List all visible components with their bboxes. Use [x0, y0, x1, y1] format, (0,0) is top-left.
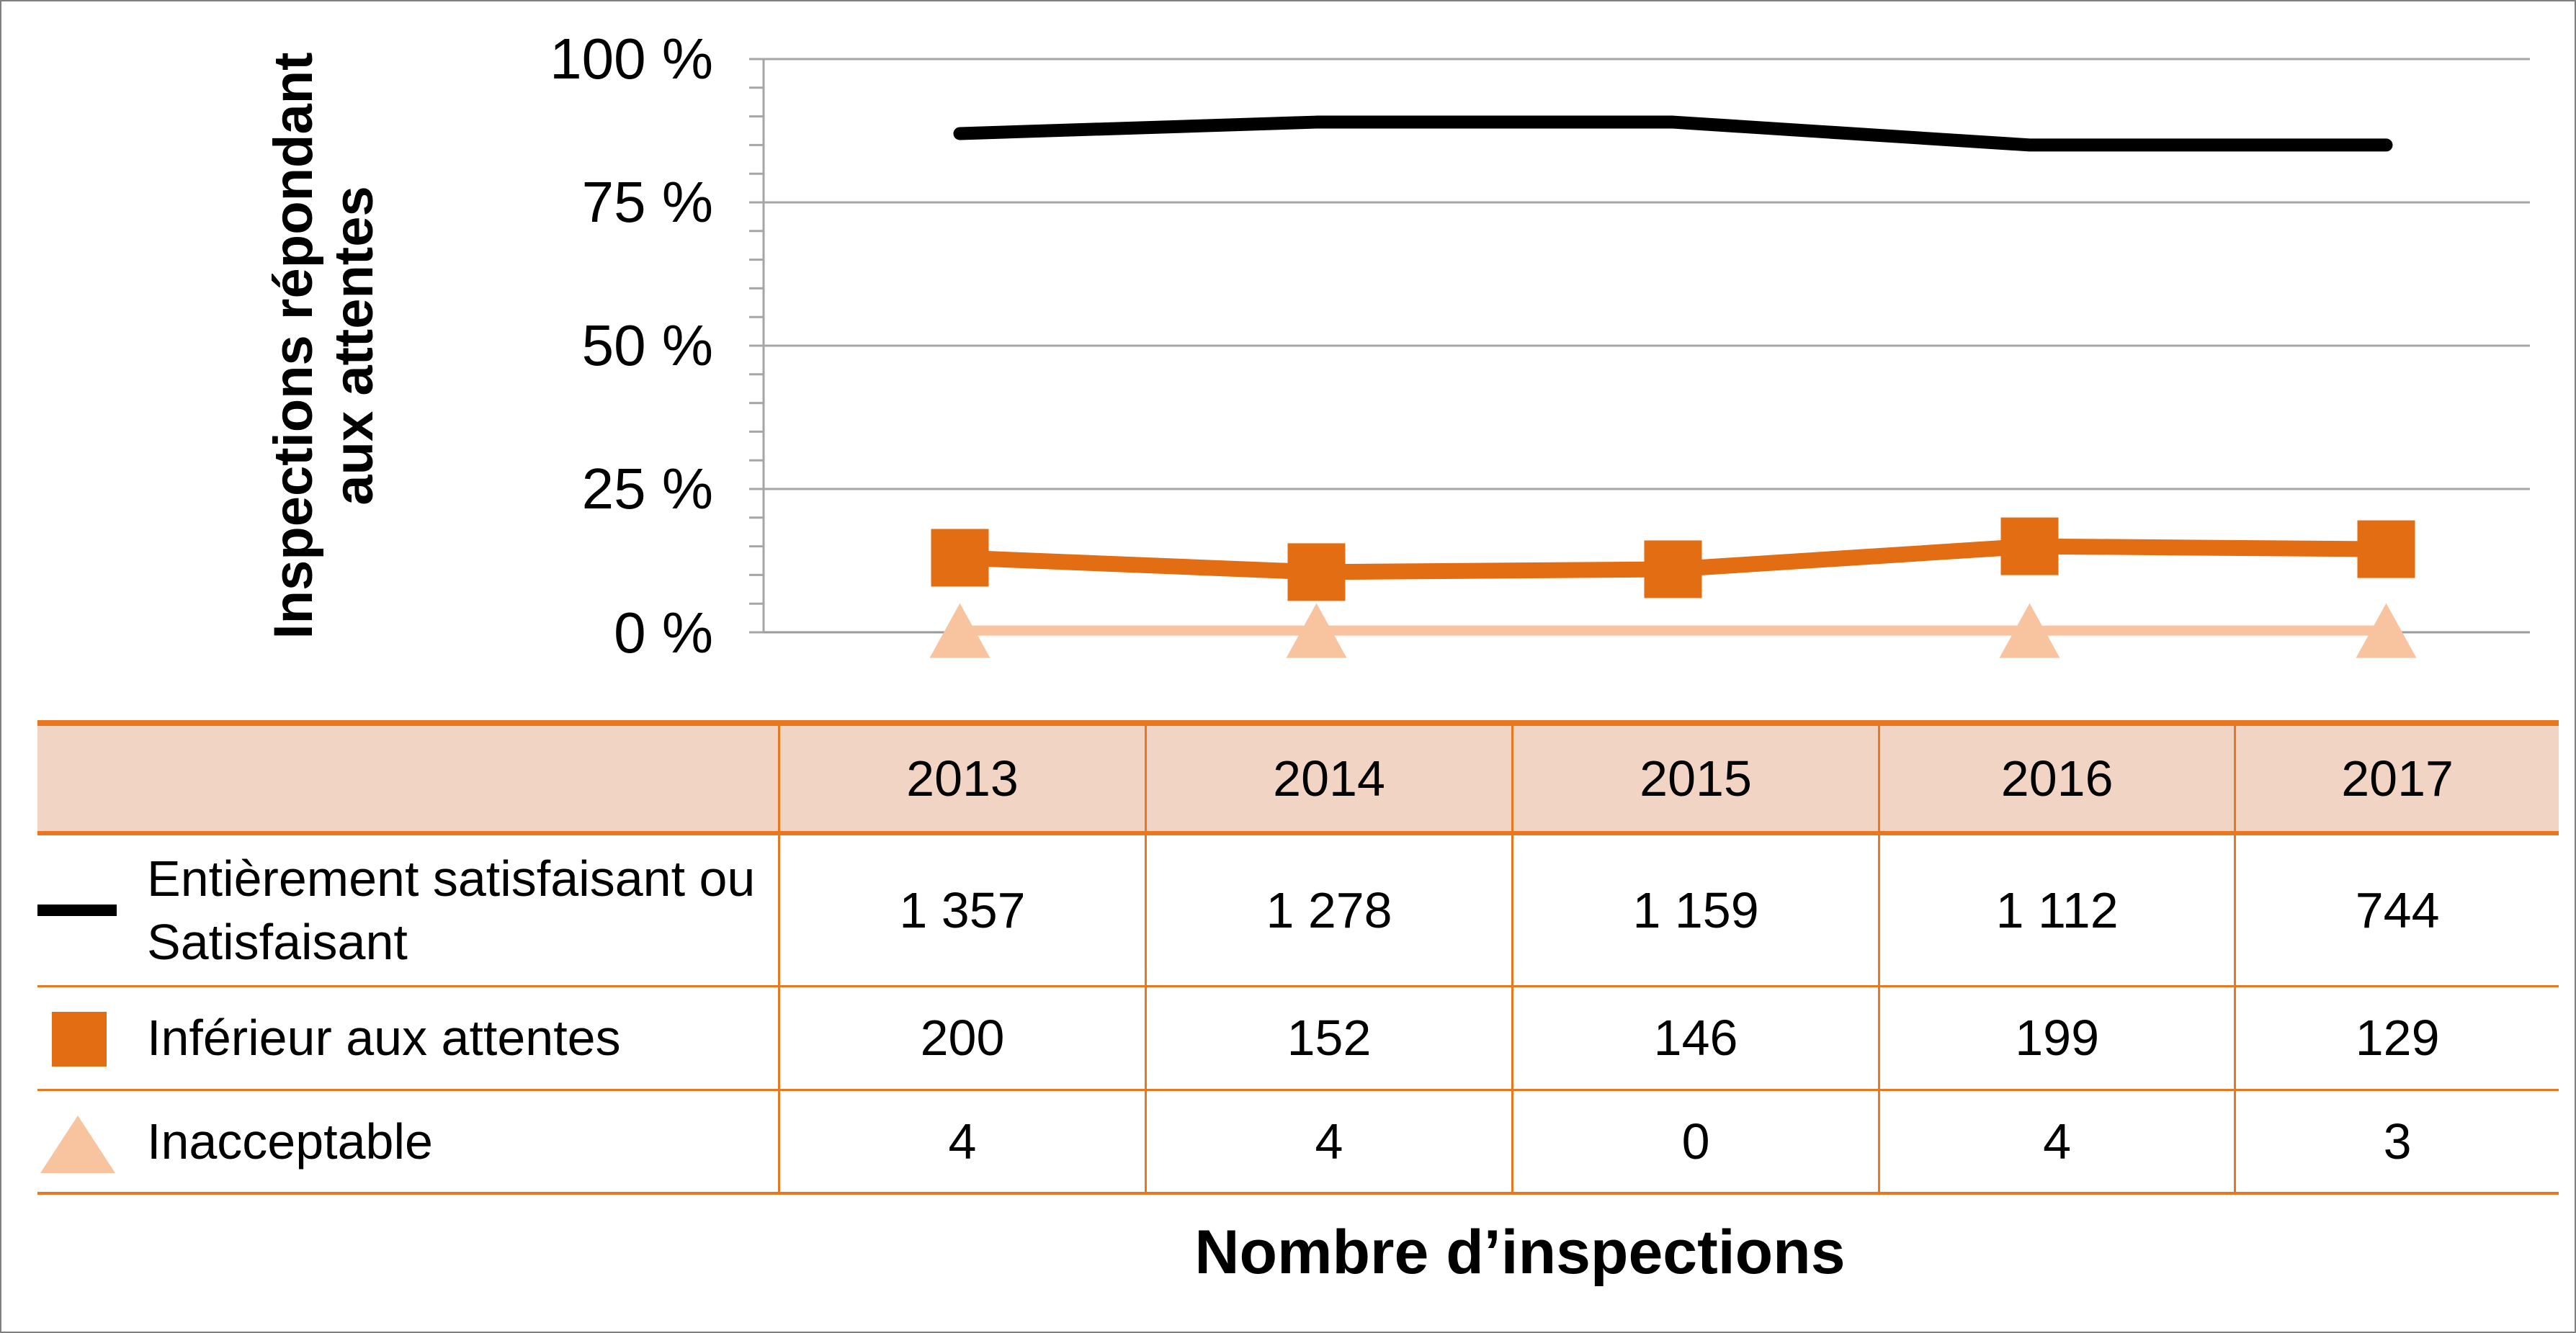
- series-name: Inacceptable: [147, 1113, 433, 1170]
- y-tick-label: 100 %: [550, 27, 713, 91]
- data-point-triangle: [2356, 603, 2417, 658]
- y-tick-label: 50 %: [581, 313, 713, 377]
- y-axis-title: Inspections répondant aux attentes: [158, 43, 490, 648]
- table-header-blank: [37, 720, 780, 835]
- table-cell: 1 278: [1145, 832, 1514, 987]
- y-tick-label: 0 %: [614, 601, 713, 665]
- table-cell: 152: [1145, 984, 1514, 1091]
- table-cell: 4: [1878, 1088, 2237, 1195]
- table-row: Inacceptable 4 4 0 4 3: [37, 1088, 2559, 1195]
- row-label: Inférieur aux attentes: [37, 984, 780, 1091]
- table-row: Inférieur aux attentes 200 152 146 199 1…: [37, 984, 2559, 1091]
- table-cell: 200: [777, 984, 1148, 1091]
- table-header-year: 2016: [1878, 720, 2237, 835]
- table-header-year: 2017: [2234, 720, 2559, 835]
- table-cell: 129: [2234, 984, 2559, 1091]
- data-point-square: [1287, 543, 1346, 601]
- data-point-square: [2000, 517, 2059, 575]
- table-cell: 1 159: [1511, 832, 1881, 987]
- y-tick-label: 25 %: [581, 457, 713, 521]
- table-cell: 4: [777, 1088, 1148, 1195]
- table-cell: 199: [1878, 984, 2237, 1091]
- data-point-triangle: [1286, 603, 1347, 658]
- legend-triangle-peach: [37, 1105, 117, 1177]
- table-cell: 146: [1511, 984, 1881, 1091]
- series-name: Inférieur aux attentes: [147, 1010, 621, 1066]
- series-line: [953, 115, 2393, 152]
- row-label: Inacceptable: [37, 1088, 780, 1195]
- series-name: Entièrement satisfaisant ou Satisfaisant: [147, 850, 756, 970]
- table-header-year: 2014: [1145, 720, 1514, 835]
- table-header-year: 2013: [777, 720, 1148, 835]
- data-point-square: [931, 529, 989, 587]
- table-cell: 3: [2234, 1088, 2559, 1195]
- table-row: Entièrement satisfaisant ou Satisfaisant…: [37, 832, 2559, 987]
- table-cell: 1 357: [777, 832, 1148, 987]
- table-cell: 0: [1511, 1088, 1881, 1195]
- row-label: Entièrement satisfaisant ou Satisfaisant: [37, 832, 780, 987]
- y-tick-label: 75 %: [581, 170, 713, 234]
- data-point-triangle: [1999, 603, 2060, 658]
- y-axis-title-text: Inspections répondant aux attentes: [263, 52, 385, 639]
- legend-square-orange: [37, 1002, 117, 1074]
- data-table: 2013 2014 2015 2016 2017 Entièrement sat…: [37, 720, 2559, 1195]
- table-cell: 744: [2234, 832, 2559, 987]
- data-point-square: [2357, 520, 2415, 578]
- data-point-triangle: [929, 603, 990, 658]
- plot-area: [749, 58, 2530, 658]
- table-header-row: 2013 2014 2015 2016 2017: [37, 720, 2559, 835]
- table-cell: 4: [1145, 1088, 1514, 1195]
- x-axis-title: Nombre d’inspections: [1194, 1218, 1846, 1287]
- table-header-year: 2015: [1511, 720, 1881, 835]
- data-point-square: [1644, 540, 1702, 598]
- table-cell: 1 112: [1878, 832, 2237, 987]
- legend-line-black: [37, 874, 117, 946]
